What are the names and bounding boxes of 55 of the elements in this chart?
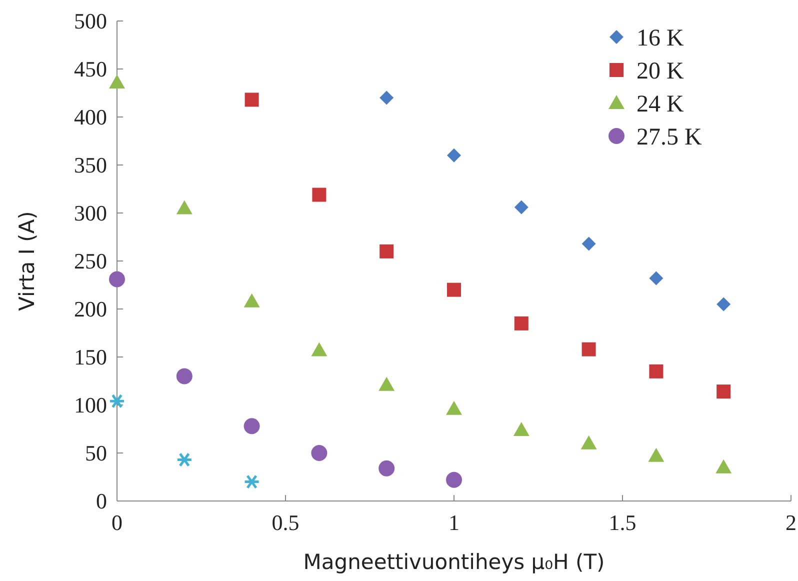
x-axis-title: Magneettivuontiheys μ₀H (T) bbox=[303, 550, 605, 574]
x-tick-label: 1 bbox=[448, 510, 460, 535]
point bbox=[648, 448, 664, 462]
point bbox=[446, 400, 462, 415]
point bbox=[311, 445, 328, 461]
y-tick-label: 450 bbox=[74, 56, 107, 82]
point bbox=[446, 472, 462, 488]
point bbox=[649, 364, 664, 378]
x-tick-label: 0.5 bbox=[272, 510, 300, 535]
point bbox=[380, 244, 394, 258]
y-tick-label: 150 bbox=[74, 344, 107, 370]
point bbox=[244, 474, 260, 490]
y-tick-label: 350 bbox=[74, 152, 107, 178]
legend-label: 27.5 K bbox=[636, 124, 702, 150]
point bbox=[108, 394, 126, 408]
point bbox=[244, 293, 260, 308]
y-axis-title: Virta I (A) bbox=[15, 211, 39, 311]
y-tick-label: 300 bbox=[74, 200, 107, 226]
point bbox=[716, 297, 731, 312]
point bbox=[312, 188, 326, 202]
point bbox=[447, 148, 461, 162]
x-tick-label: 1.5 bbox=[608, 510, 636, 535]
point bbox=[380, 90, 394, 105]
y-tick-label: 0 bbox=[96, 488, 107, 514]
point bbox=[582, 236, 596, 251]
legend-label: 16 K bbox=[636, 25, 684, 52]
y-tick-label: 50 bbox=[85, 440, 107, 466]
y-tick-label: 100 bbox=[74, 392, 107, 418]
legend-label: 24 K bbox=[636, 91, 684, 118]
x-tick-label: 2 bbox=[786, 510, 796, 535]
legend-label: 20 K bbox=[636, 58, 684, 84]
y-tick-label: 250 bbox=[74, 248, 107, 274]
point bbox=[514, 316, 528, 330]
point bbox=[378, 376, 395, 391]
x-tick-label: 0 bbox=[112, 510, 122, 535]
point bbox=[716, 459, 732, 474]
point bbox=[513, 422, 530, 436]
y-tick-label: 400 bbox=[74, 104, 107, 130]
point bbox=[176, 452, 193, 467]
point bbox=[378, 460, 395, 476]
point bbox=[176, 200, 192, 214]
point bbox=[514, 200, 528, 214]
point bbox=[244, 92, 259, 107]
y-tick-label: 200 bbox=[74, 296, 107, 322]
point bbox=[109, 74, 125, 88]
point bbox=[176, 368, 192, 384]
y-tick-label: 500 bbox=[74, 8, 107, 34]
point bbox=[109, 271, 125, 288]
point bbox=[244, 418, 260, 434]
point bbox=[582, 342, 596, 356]
point bbox=[716, 384, 731, 399]
point bbox=[649, 271, 664, 286]
point bbox=[447, 282, 461, 297]
point bbox=[580, 435, 597, 450]
point bbox=[311, 342, 328, 356]
